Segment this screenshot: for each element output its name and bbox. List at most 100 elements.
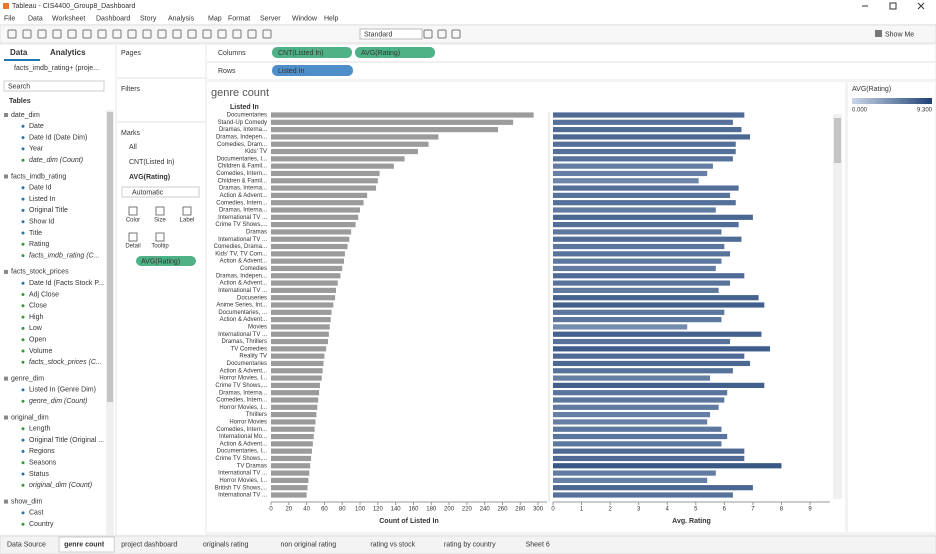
table-name[interactable]: facts_stock_prices <box>11 269 69 276</box>
field[interactable]: Regions <box>29 448 55 455</box>
field[interactable]: Listed In <box>29 196 56 203</box>
marks-button-icon[interactable] <box>155 206 165 216</box>
menu-item[interactable]: Format <box>228 15 250 22</box>
scroll-thumb[interactable] <box>107 112 113 402</box>
toolbar-button[interactable] <box>52 29 62 39</box>
field[interactable]: Date Id (Facts Stock P... <box>29 280 104 287</box>
menu-item[interactable]: File <box>4 15 15 22</box>
color-pill[interactable] <box>136 256 196 266</box>
sheet-tab[interactable]: rating by country <box>444 541 496 548</box>
field[interactable]: Open <box>29 337 46 344</box>
view-scroll-thumb[interactable] <box>834 118 841 163</box>
field[interactable]: original_dim (Count) <box>29 482 92 489</box>
field[interactable]: Status <box>29 471 49 478</box>
marks-card[interactable]: AVG(Rating) <box>129 174 170 181</box>
table-name[interactable]: date_dim <box>11 112 40 119</box>
toolbar-button[interactable] <box>262 29 272 39</box>
sheet-tab[interactable]: originals rating <box>203 541 249 548</box>
field[interactable]: Date <box>29 123 44 130</box>
fit-dropdown[interactable] <box>359 28 423 40</box>
data-pane-tab[interactable]: Data <box>10 48 28 57</box>
data-source[interactable]: facts_imdb_rating+ (proje... <box>14 65 99 72</box>
marks-button[interactable]: Color <box>126 218 140 224</box>
table-name[interactable]: original_dim <box>11 414 49 421</box>
table-name[interactable]: genre_dim <box>11 375 44 382</box>
field[interactable]: Title <box>29 230 42 237</box>
menu-item[interactable]: Window <box>292 15 318 22</box>
table-name[interactable]: facts_imdb_rating <box>11 173 66 180</box>
table-name[interactable]: show_dim <box>11 498 43 505</box>
toolbar-button[interactable] <box>7 29 17 39</box>
field[interactable]: Low <box>29 325 43 332</box>
field[interactable]: Adj Close <box>29 291 59 298</box>
field[interactable]: Date Id (Date Dim) <box>29 134 87 141</box>
sheet-tab[interactable]: Data Source <box>7 541 46 548</box>
show-me[interactable]: Show Me <box>885 31 914 38</box>
field[interactable]: facts_imdb_rating (C... <box>29 252 99 259</box>
sheet-tab[interactable]: Sheet 6 <box>526 541 550 548</box>
column-pill[interactable] <box>272 47 352 58</box>
field[interactable]: Seasons <box>29 460 57 467</box>
field[interactable]: facts_stock_prices (C... <box>29 359 102 366</box>
maximize[interactable] <box>889 2 897 10</box>
toolbar-button[interactable] <box>423 29 433 39</box>
toolbar-button[interactable] <box>82 29 92 39</box>
active-tab[interactable] <box>58 536 115 553</box>
field[interactable]: Listed In (Genre Dim) <box>29 387 96 394</box>
show-me-icon[interactable] <box>875 30 882 37</box>
menu-item[interactable]: Data <box>28 15 43 22</box>
field[interactable]: Length <box>29 426 51 433</box>
field[interactable]: High <box>29 314 44 321</box>
sheet-tab[interactable]: genre count <box>64 541 105 548</box>
field[interactable]: Original Title (Original ... <box>29 437 104 444</box>
field[interactable]: date_dim (Count) <box>29 157 83 164</box>
sheet-tab[interactable]: rating vs stock <box>370 541 415 548</box>
menu-item[interactable]: Help <box>324 15 339 22</box>
toolbar-button[interactable] <box>112 29 122 39</box>
marks-button[interactable]: Tooltip <box>151 244 169 250</box>
field[interactable]: Rating <box>29 241 49 248</box>
marks-button[interactable]: Detail <box>125 244 140 250</box>
marks-button-icon[interactable] <box>128 206 138 216</box>
toolbar-button[interactable] <box>187 29 197 39</box>
field[interactable]: Show Id <box>29 219 54 226</box>
marks-button-icon[interactable] <box>155 232 165 242</box>
toolbar-button[interactable] <box>172 29 182 39</box>
marks-button-icon[interactable] <box>128 232 138 242</box>
row-pill[interactable] <box>272 65 353 76</box>
menu-item[interactable]: Analysis <box>168 15 195 22</box>
toolbar-button[interactable] <box>202 29 212 39</box>
menu-item[interactable]: Story <box>140 15 157 22</box>
toolbar-button[interactable] <box>232 29 242 39</box>
field[interactable]: Original Title <box>29 207 68 214</box>
mark-type-dropdown[interactable] <box>121 186 200 198</box>
toolbar-button[interactable] <box>437 29 447 39</box>
menu-item[interactable]: Worksheet <box>52 15 85 22</box>
toolbar-button[interactable] <box>247 29 257 39</box>
toolbar-button[interactable] <box>127 29 137 39</box>
field[interactable]: genre_dim (Count) <box>29 398 87 405</box>
sheet-tab[interactable]: project dashboard <box>121 541 177 548</box>
marks-button-icon[interactable] <box>182 206 192 216</box>
toolbar-button[interactable] <box>37 29 47 39</box>
menu-item[interactable]: Server <box>260 15 281 22</box>
marks-button[interactable]: Label <box>180 218 195 224</box>
close[interactable] <box>917 2 925 10</box>
field[interactable]: Year <box>29 146 44 153</box>
menu-item[interactable]: Dashboard <box>96 15 130 22</box>
toolbar-button[interactable] <box>97 29 107 39</box>
menu-item[interactable]: Map <box>208 15 222 22</box>
marks-button[interactable]: Size <box>154 218 166 224</box>
marks-card[interactable]: CNT(Listed In) <box>129 159 175 166</box>
toolbar-button[interactable] <box>67 29 77 39</box>
field[interactable]: Close <box>29 303 47 310</box>
data-pane-tab[interactable]: Analytics <box>50 48 86 57</box>
field[interactable]: Date Id <box>29 185 52 192</box>
toolbar-button[interactable] <box>157 29 167 39</box>
field[interactable]: Country <box>29 521 54 528</box>
search-box[interactable] <box>3 80 105 92</box>
sheet-tab[interactable]: non original rating <box>281 541 337 548</box>
toolbar-button[interactable] <box>142 29 152 39</box>
toolbar-button[interactable] <box>22 29 32 39</box>
toolbar-button[interactable] <box>217 29 227 39</box>
